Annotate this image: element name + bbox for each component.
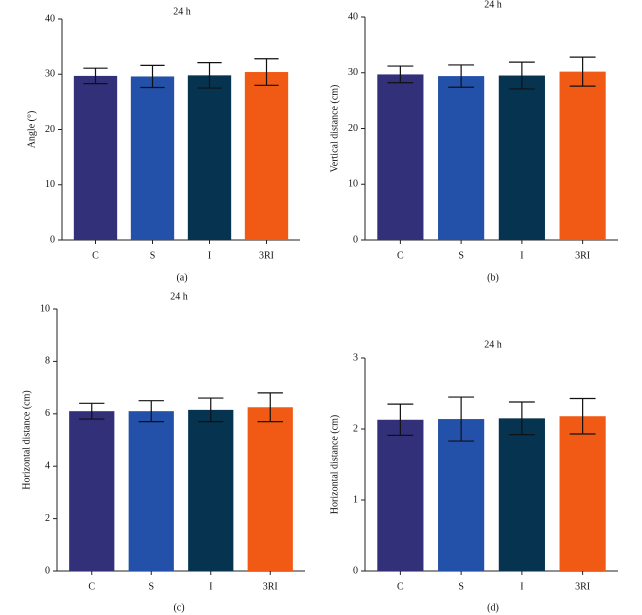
y-tick-label: 0: [45, 565, 50, 576]
bar: [559, 416, 606, 571]
y-tick-label: 4: [45, 460, 50, 471]
error-bar: [387, 403, 414, 436]
error-bar: [79, 402, 105, 420]
x-tick-label: C: [397, 250, 404, 261]
x-tick-label: I: [208, 250, 211, 261]
error-bar: [257, 392, 283, 423]
x-tick-label: I: [520, 250, 523, 261]
y-axis-label: Horizontal distance (cm): [329, 415, 340, 514]
bar: [128, 411, 174, 571]
x-tick-label: 3RI: [259, 250, 274, 261]
y-tick-label: 30: [45, 69, 55, 80]
error-bar: [83, 67, 108, 85]
y-tick-label: 0: [353, 234, 358, 245]
bar: [188, 409, 234, 571]
y-tick-label: 30: [348, 67, 358, 78]
y-tick-label: 40: [45, 13, 55, 24]
y-tick-label: 3: [353, 352, 358, 363]
y-tick-label: 1: [353, 494, 358, 505]
y-axis-label: Angle (°): [26, 111, 37, 149]
y-tick-label: 6: [45, 408, 50, 419]
bar: [377, 419, 424, 571]
bar: [438, 76, 485, 240]
y-tick-label: 2: [353, 423, 358, 434]
x-tick-label: C: [92, 250, 99, 261]
chart-title: 24 h: [170, 291, 188, 302]
error-bar: [448, 396, 475, 442]
x-tick-label: I: [209, 581, 212, 592]
y-tick-label: 10: [45, 179, 55, 190]
error-bar: [508, 401, 535, 436]
x-tick-label: S: [150, 250, 156, 261]
bar: [498, 418, 545, 571]
panel-label: (a): [176, 272, 187, 283]
error-bar: [387, 65, 414, 84]
chart-title: 24 h: [484, 339, 502, 350]
error-bar: [254, 58, 279, 86]
x-tick-label: 3RI: [263, 581, 278, 592]
panel-label: (c): [173, 602, 184, 613]
x-tick-label: S: [148, 581, 154, 592]
panel-label: (b): [487, 272, 499, 283]
y-tick-label: 2: [45, 513, 50, 524]
error-bar: [140, 64, 165, 89]
x-tick-label: C: [88, 581, 95, 592]
bar: [247, 407, 293, 571]
bar: [498, 75, 545, 240]
panel-label: (d): [487, 602, 499, 613]
y-tick-label: 40: [348, 11, 358, 22]
error-bar: [197, 62, 222, 89]
error-bar: [569, 397, 596, 435]
y-tick-label: 20: [45, 124, 55, 135]
chart-title: 24 h: [173, 6, 191, 17]
bar: [438, 419, 485, 571]
y-tick-label: 0: [353, 565, 358, 576]
bar: [244, 72, 289, 240]
bar: [73, 75, 118, 240]
y-tick-label: 8: [45, 356, 50, 367]
error-bar: [448, 64, 475, 88]
y-tick-label: 0: [50, 234, 55, 245]
x-tick-label: S: [458, 581, 464, 592]
error-bar: [569, 56, 596, 87]
x-tick-label: I: [520, 581, 523, 592]
x-tick-label: 3RI: [575, 250, 590, 261]
bar: [130, 76, 175, 241]
x-tick-label: 3RI: [575, 581, 590, 592]
bar: [377, 74, 424, 240]
y-axis-label: Horizontal distance (cm): [21, 390, 32, 489]
x-tick-label: C: [397, 581, 404, 592]
error-bar: [138, 400, 164, 423]
bar: [559, 71, 606, 240]
y-tick-label: 10: [40, 303, 50, 314]
x-tick-label: S: [458, 250, 464, 261]
y-tick-label: 20: [348, 123, 358, 134]
bar: [187, 75, 232, 240]
chart-title: 24 h: [484, 0, 502, 10]
y-tick-label: 10: [348, 179, 358, 190]
bar: [69, 411, 115, 571]
y-axis-label: Vertical distance (cm): [329, 85, 340, 173]
error-bar: [508, 61, 535, 90]
error-bar: [198, 397, 224, 423]
